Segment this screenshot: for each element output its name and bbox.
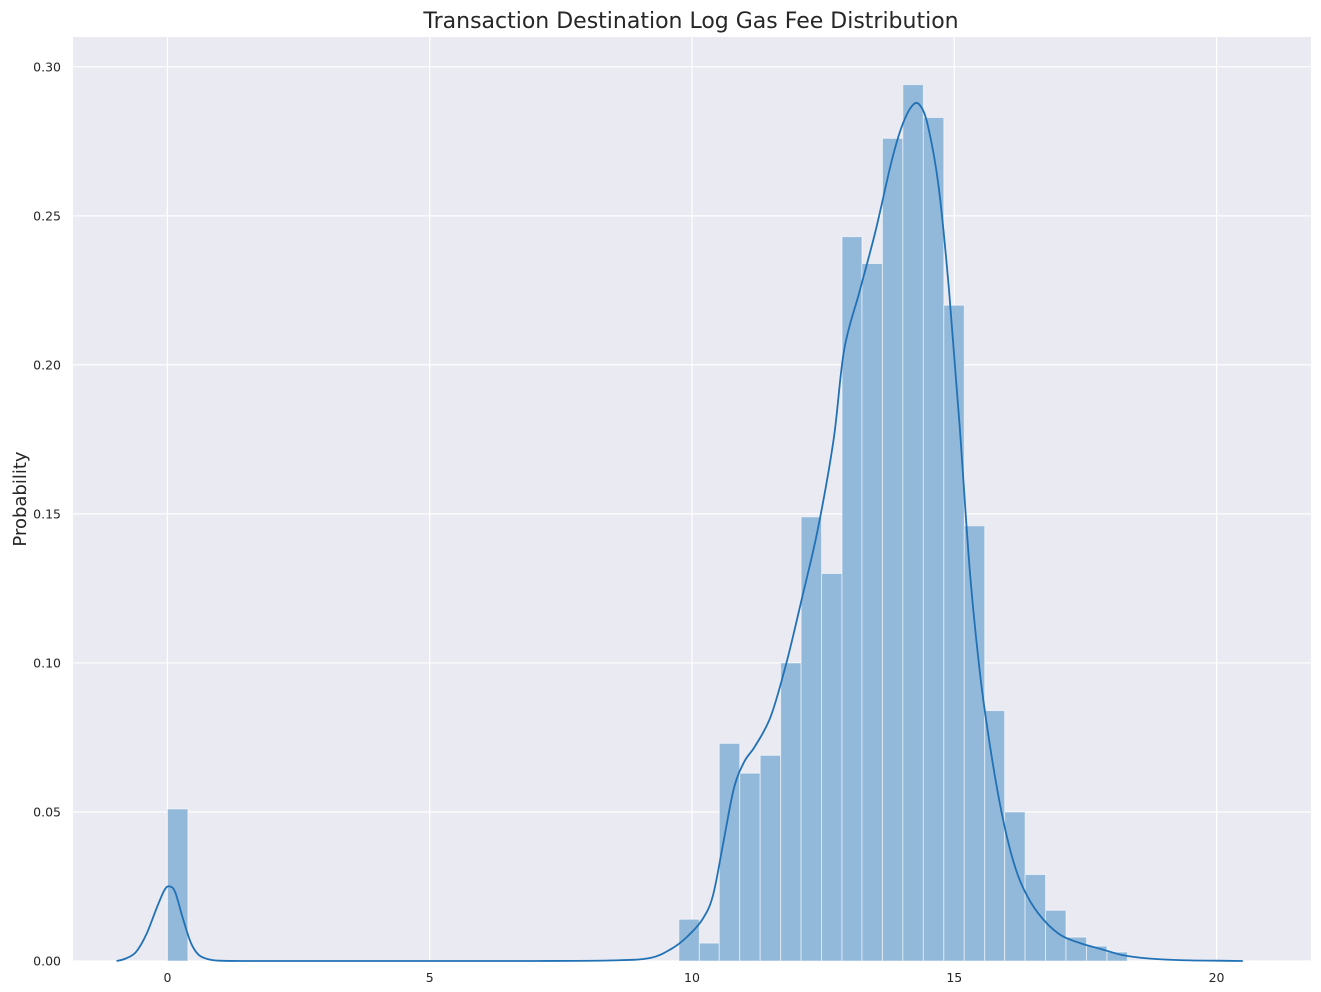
chart-title: Transaction Destination Log Gas Fee Dist… <box>422 9 958 34</box>
histogram-bar <box>881 137 904 962</box>
y-tick-label: 0.15 <box>33 506 61 521</box>
histogram-bar <box>963 525 986 962</box>
x-tick-label: 0 <box>163 970 171 985</box>
y-tick-label: 0.00 <box>33 954 61 969</box>
y-tick-label: 0.30 <box>33 59 61 74</box>
histogram-bar <box>678 918 700 962</box>
y-tick-label: 0.20 <box>33 357 61 372</box>
histogram-bar <box>861 263 883 962</box>
histogram-bars <box>166 84 1128 962</box>
histogram-bar <box>902 84 924 962</box>
histogram-bar <box>984 710 1006 962</box>
y-tick-label: 0.25 <box>33 208 61 223</box>
histogram-bar <box>943 304 965 962</box>
histogram-bar <box>759 754 782 962</box>
y-axis-ticks: 0.00 0.05 0.10 0.15 0.20 0.25 0.30 <box>33 59 61 968</box>
y-tick-label: 0.10 <box>33 655 61 670</box>
histogram-bar <box>1045 909 1067 962</box>
histogram-bar <box>780 662 802 962</box>
histogram-bar <box>1065 936 1087 962</box>
x-tick-label: 15 <box>946 970 962 985</box>
x-tick-label: 10 <box>684 970 700 985</box>
histogram-bar <box>698 942 720 962</box>
y-tick-label: 0.05 <box>33 804 61 819</box>
grid-lines <box>73 37 1311 962</box>
histogram-bar <box>739 772 761 962</box>
x-tick-label: 5 <box>426 970 434 985</box>
x-axis-ticks: 0 5 10 15 20 <box>163 970 1224 985</box>
histogram-bar <box>922 116 945 962</box>
histogram-bar <box>800 516 823 962</box>
histogram-bar <box>821 573 843 962</box>
kde-curve <box>116 102 1243 962</box>
x-tick-label: 20 <box>1209 970 1225 985</box>
histogram-bar <box>166 808 189 962</box>
y-axis-label: Probability <box>10 451 31 546</box>
